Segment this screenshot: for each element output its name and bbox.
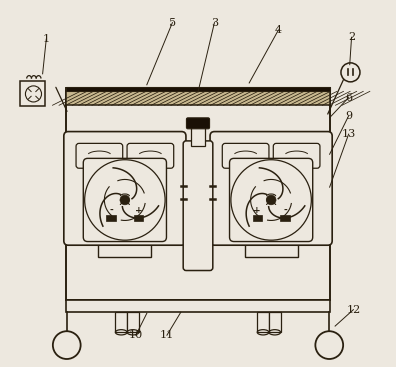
Text: 4: 4 [275, 25, 282, 35]
Text: 5: 5 [169, 18, 176, 28]
Text: 1: 1 [43, 34, 50, 44]
Bar [127, 312, 139, 332]
FancyBboxPatch shape [230, 159, 313, 241]
Circle shape [120, 195, 130, 205]
Bar [107, 215, 116, 221]
Bar [67, 91, 329, 105]
Text: +: + [253, 206, 261, 215]
Text: +: + [135, 206, 143, 215]
Bar [67, 301, 329, 312]
Text: 10: 10 [129, 330, 143, 340]
FancyBboxPatch shape [210, 132, 332, 245]
Bar [67, 87, 329, 91]
Text: -: - [109, 206, 113, 215]
Bar [98, 221, 151, 257]
Bar [269, 312, 281, 332]
FancyBboxPatch shape [76, 143, 123, 168]
FancyBboxPatch shape [222, 143, 269, 168]
Bar [19, 81, 45, 106]
FancyBboxPatch shape [187, 118, 209, 129]
FancyBboxPatch shape [127, 143, 174, 168]
Bar [280, 215, 289, 221]
Bar [134, 215, 143, 221]
Bar [257, 312, 269, 332]
Circle shape [266, 195, 276, 205]
Text: 12: 12 [346, 305, 360, 315]
Circle shape [53, 331, 81, 359]
FancyBboxPatch shape [64, 132, 186, 245]
Circle shape [341, 63, 360, 82]
Circle shape [315, 331, 343, 359]
Bar [115, 312, 127, 332]
Text: 6: 6 [345, 92, 352, 103]
Text: 11: 11 [160, 330, 174, 340]
Bar [191, 127, 205, 146]
Bar [253, 215, 262, 221]
Bar [245, 221, 298, 257]
FancyBboxPatch shape [183, 141, 213, 270]
Text: 3: 3 [211, 18, 218, 28]
Text: -: - [283, 206, 287, 215]
FancyBboxPatch shape [83, 159, 166, 241]
Bar [67, 88, 329, 301]
Text: 9: 9 [345, 111, 352, 121]
Text: 2: 2 [348, 32, 355, 42]
Text: 13: 13 [341, 129, 356, 139]
FancyBboxPatch shape [273, 143, 320, 168]
